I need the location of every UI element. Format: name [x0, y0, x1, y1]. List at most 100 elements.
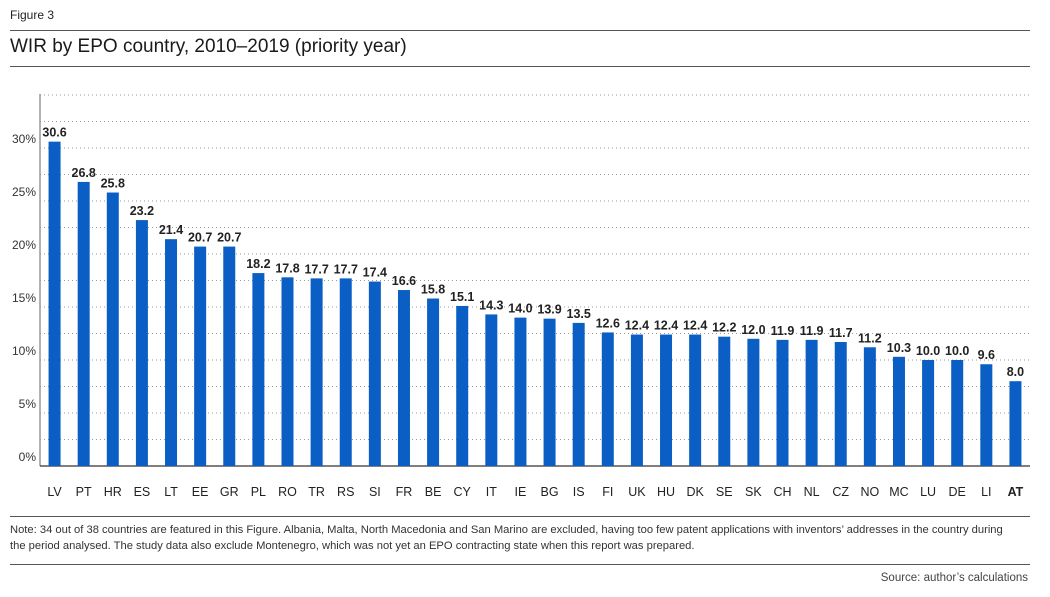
data-label: 15.8	[421, 283, 445, 297]
x-tick-label: HU	[657, 485, 675, 499]
y-tick-label: 5%	[19, 397, 37, 411]
data-label: 8.0	[1007, 365, 1024, 379]
x-tick-label: RS	[337, 485, 354, 499]
bar-nl	[805, 339, 818, 466]
bar-bg	[543, 318, 556, 466]
bar-no	[863, 347, 876, 466]
bar-ee	[194, 246, 207, 466]
bar-ie	[514, 317, 527, 466]
x-tick-label: FR	[396, 485, 413, 499]
x-tick-label: CY	[454, 485, 472, 499]
bar-se	[718, 336, 731, 466]
x-tick-label: LV	[47, 485, 62, 499]
x-tick-label: MC	[889, 485, 908, 499]
data-label: 12.0	[741, 323, 765, 337]
data-label: 11.9	[771, 324, 795, 338]
x-tick-label: PT	[76, 485, 92, 499]
x-tick-label: TR	[308, 485, 325, 499]
data-label: 16.6	[392, 274, 416, 288]
bar-pl	[252, 273, 265, 466]
y-tick-label: 10%	[12, 344, 36, 358]
x-tick-label: LT	[164, 485, 178, 499]
data-label: 14.0	[508, 302, 532, 316]
bar-li	[980, 364, 993, 466]
data-label: 10.0	[916, 344, 940, 358]
data-label: 17.8	[275, 261, 299, 275]
bar-cz	[834, 341, 847, 466]
source-text: Source: author’s calculations	[880, 572, 1028, 584]
bar-lv	[48, 141, 61, 466]
top-rule	[10, 30, 1030, 31]
bar-fi	[601, 332, 614, 466]
bar-dk	[689, 334, 702, 466]
x-tick-label: CZ	[832, 485, 849, 499]
data-label: 17.4	[363, 266, 387, 280]
x-tick-label: FI	[602, 485, 613, 499]
bar-lu	[922, 360, 935, 466]
bar-rs	[339, 278, 352, 466]
bar-ch	[776, 339, 789, 466]
data-label: 12.6	[596, 316, 620, 330]
data-label: 9.6	[978, 348, 995, 362]
data-label: 12.2	[712, 321, 736, 335]
bar-sk	[747, 338, 760, 466]
bar-pt	[77, 181, 90, 467]
bar-lt	[165, 239, 178, 466]
x-tick-label: EE	[192, 485, 209, 499]
y-tick-label: 15%	[12, 291, 36, 305]
x-tick-label: NO	[860, 485, 879, 499]
note-bottom-rule	[10, 564, 1030, 565]
bar-hr	[106, 192, 119, 466]
x-tick-label: IT	[486, 485, 497, 499]
data-label: 18.2	[246, 257, 270, 271]
chart-title: WIR by EPO country, 2010–2019 (priority …	[10, 36, 407, 57]
bar-is	[572, 322, 585, 466]
y-tick-label: 0%	[19, 450, 37, 464]
data-label: 10.0	[945, 344, 969, 358]
bar-tr	[310, 278, 323, 466]
x-tick-label: DK	[686, 485, 704, 499]
bar-gr	[223, 246, 236, 466]
x-tick-label: ES	[134, 485, 151, 499]
data-label: 30.6	[42, 126, 66, 140]
bar-chart: 0% 5% 10% 15% 20% 25% 30% 30.6 LV 26.8 PT 25.8 HR 23.…	[12, 94, 1030, 499]
x-tick-label: DE	[949, 485, 966, 499]
data-label: 13.5	[567, 307, 591, 321]
data-label: 11.9	[800, 324, 824, 338]
data-label: 23.2	[130, 204, 154, 218]
data-label: 25.8	[101, 177, 125, 191]
x-tick-label: IS	[573, 485, 585, 499]
data-label: 12.4	[683, 319, 707, 333]
x-tick-label: IE	[515, 485, 527, 499]
bar-ro	[281, 277, 294, 466]
data-label: 12.4	[654, 319, 678, 333]
x-tick-label: UK	[628, 485, 646, 499]
x-tick-label: CH	[773, 485, 791, 499]
x-tick-label: RO	[278, 485, 297, 499]
data-label: 15.1	[450, 290, 474, 304]
x-tick-label: HR	[104, 485, 122, 499]
x-tick-label: NL	[804, 485, 820, 499]
bar-mc	[892, 356, 905, 466]
bar-si	[368, 281, 381, 466]
data-label: 17.7	[304, 262, 328, 276]
x-tick-label: LU	[920, 485, 936, 499]
x-tick-label: AT	[1008, 485, 1024, 499]
x-tick-label: BG	[541, 485, 559, 499]
data-label: 10.3	[887, 341, 911, 355]
data-label: 26.8	[72, 166, 96, 180]
bar-es	[135, 220, 148, 466]
data-label: 17.7	[334, 262, 358, 276]
bar-uk	[630, 334, 643, 466]
bar-hu	[660, 334, 673, 466]
note-top-rule	[10, 516, 1030, 517]
data-label: 11.7	[829, 326, 853, 340]
bar-it	[485, 314, 498, 466]
title-rule	[10, 66, 1030, 67]
y-tick-label: 25%	[12, 185, 36, 199]
x-tick-label: GR	[220, 485, 239, 499]
bar-de	[951, 360, 964, 466]
bar-fr	[397, 290, 410, 466]
figure-label: Figure 3	[10, 8, 55, 22]
data-label: 12.4	[625, 319, 649, 333]
